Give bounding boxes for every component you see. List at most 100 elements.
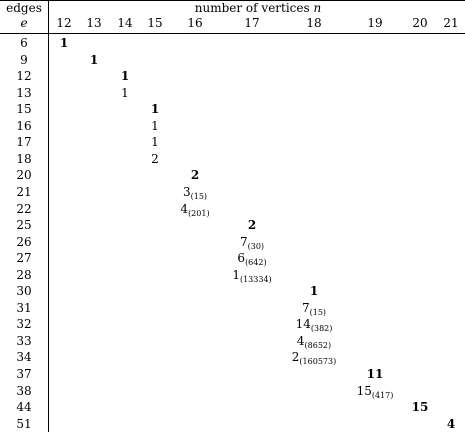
cell-value: 1 <box>59 36 69 50</box>
table-cell: 7(15) <box>302 301 326 317</box>
row-edge-count: 38 <box>16 383 32 398</box>
cell-subscript: (15) <box>190 191 208 201</box>
row-edge-count: 51 <box>16 416 32 431</box>
row-edge-count: 44 <box>16 400 32 415</box>
cell-value: 1 <box>151 135 159 150</box>
column-header-13: 13 <box>86 16 102 30</box>
row-edge-count: 26 <box>16 234 32 249</box>
cell-subscript: (8652) <box>304 340 332 350</box>
row-edge-count: 18 <box>16 151 32 166</box>
table-cell: 15 <box>412 400 429 414</box>
column-header-21: 21 <box>443 16 459 30</box>
e-header: e <box>20 16 28 30</box>
table-cell: 15(417) <box>357 384 394 400</box>
cell-value: 4 <box>296 333 305 348</box>
table-cell: 1 <box>151 102 159 116</box>
cell-subscript: (30) <box>247 241 265 251</box>
cell-value: 4 <box>180 201 189 216</box>
row-edge-count: 13 <box>16 85 32 100</box>
table-cell: 1 <box>121 69 129 83</box>
table-cell: 2 <box>248 218 256 232</box>
table-cell: 2 <box>191 168 199 182</box>
row-edge-count: 12 <box>16 69 32 84</box>
row-edge-count: 34 <box>16 350 32 365</box>
table-cell: 14(382) <box>296 317 333 333</box>
cell-subscript: (201) <box>188 208 210 218</box>
cell-subscript: (15) <box>309 307 327 317</box>
cell-value: 1 <box>120 69 130 84</box>
cell-value: 2 <box>151 151 159 166</box>
row-edge-count: 30 <box>16 284 32 299</box>
cell-value: 3 <box>182 184 191 199</box>
table-cell: 1 <box>90 53 98 67</box>
cell-value: 1 <box>151 118 159 133</box>
cell-subscript: (382) <box>310 324 333 334</box>
row-edge-count: 27 <box>16 251 32 266</box>
table-cell: 2(160573) <box>292 350 336 366</box>
column-header-18: 18 <box>306 16 322 30</box>
cell-value: 14 <box>295 317 311 332</box>
cell-subscript: (417) <box>371 390 394 400</box>
table-cell: 11 <box>367 367 384 381</box>
header-top-rule <box>0 0 465 1</box>
table-cell: 7(30) <box>240 235 264 251</box>
row-edge-count: 16 <box>16 118 32 133</box>
table-cell: 3(15) <box>183 185 207 201</box>
table-cell: 4(8652) <box>297 334 331 350</box>
row-edge-count: 20 <box>16 168 32 183</box>
cell-value: 1 <box>121 85 129 100</box>
table-cell: 1 <box>151 119 159 133</box>
row-edge-count: 33 <box>16 333 32 348</box>
cell-value: 2 <box>190 168 200 183</box>
table-cell: 4 <box>447 417 455 431</box>
cell-value: 2 <box>247 218 257 233</box>
column-header-16: 16 <box>187 16 203 30</box>
vertices-header-n: n <box>313 1 322 15</box>
cell-subscript: (642) <box>245 258 267 268</box>
row-edge-count: 22 <box>16 201 32 216</box>
row-edge-count: 25 <box>16 218 32 233</box>
cell-subscript: (13334) <box>239 274 272 284</box>
table-cell: 6(642) <box>237 251 266 267</box>
row-edge-count: 9 <box>20 52 28 67</box>
cell-subscript: (160573) <box>299 357 337 367</box>
cell-value: 15 <box>356 383 372 398</box>
cell-value: 7 <box>301 300 310 315</box>
column-header-20: 20 <box>412 16 428 30</box>
table-cell: 1 <box>121 86 129 100</box>
cell-value: 1 <box>89 52 99 67</box>
column-header-14: 14 <box>117 16 133 30</box>
column-divider <box>48 0 49 432</box>
cell-value: 6 <box>237 251 246 266</box>
edges-header: edges <box>6 1 42 15</box>
row-edge-count: 6 <box>20 36 28 50</box>
table-cell: 4(201) <box>180 202 209 218</box>
row-edge-count: 21 <box>16 184 32 199</box>
table-cell: 1 <box>60 36 68 50</box>
cell-value: 7 <box>239 234 248 249</box>
cell-value: 15 <box>411 400 429 415</box>
table-cell: 1 <box>310 284 318 298</box>
cell-value: 4 <box>446 416 456 431</box>
row-edge-count: 32 <box>16 317 32 332</box>
row-edge-count: 15 <box>16 102 32 117</box>
cell-value: 1 <box>309 284 319 299</box>
table-cell: 1(13334) <box>232 268 271 284</box>
vertices-header: number of vertices n <box>195 1 321 15</box>
row-edge-count: 37 <box>16 367 32 381</box>
column-header-12: 12 <box>56 16 72 30</box>
row-edge-count: 31 <box>16 300 32 315</box>
header-bottom-rule <box>0 33 465 34</box>
column-header-17: 17 <box>244 16 260 30</box>
row-edge-count: 17 <box>16 135 32 150</box>
cell-value: 11 <box>366 367 384 381</box>
table-cell: 1 <box>151 135 159 149</box>
vertices-header-label: number of vertices <box>194 1 310 15</box>
cell-value: 1 <box>150 102 160 117</box>
cell-value: 1 <box>232 267 240 282</box>
table-cell: 2 <box>151 152 159 166</box>
row-edge-count: 28 <box>16 267 32 282</box>
column-header-15: 15 <box>147 16 163 30</box>
cell-value: 2 <box>291 350 300 365</box>
column-header-19: 19 <box>367 16 383 30</box>
